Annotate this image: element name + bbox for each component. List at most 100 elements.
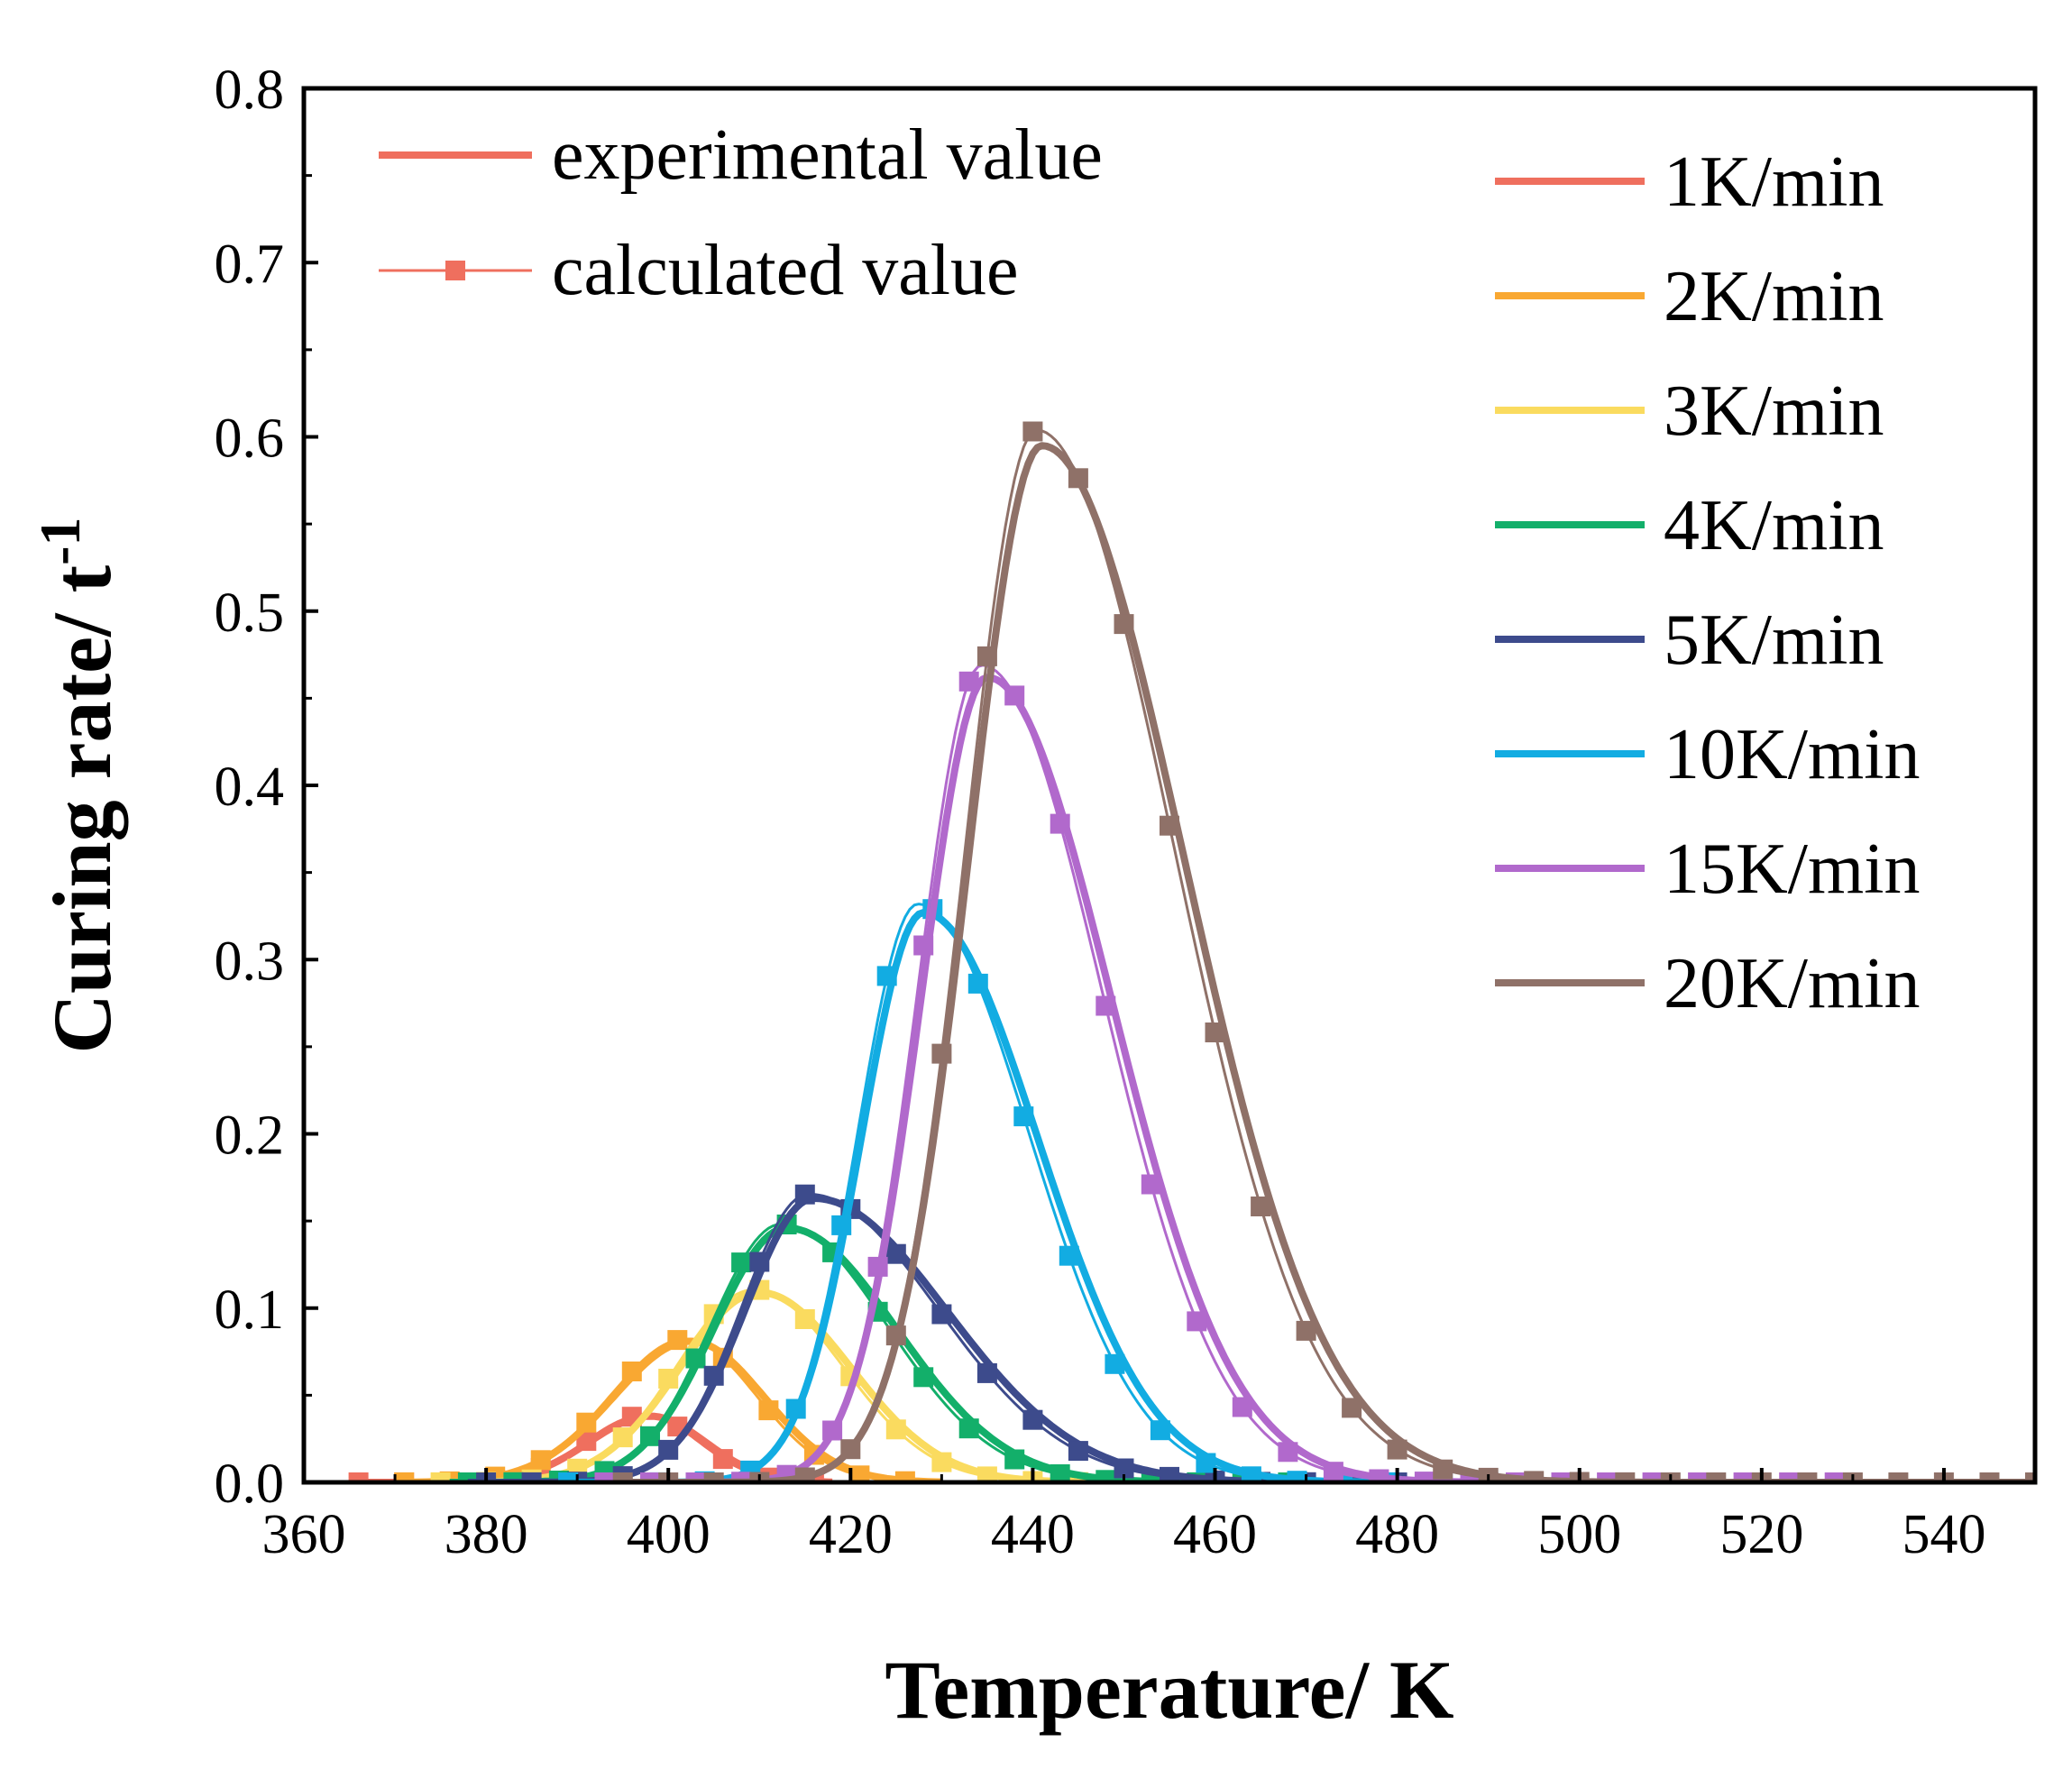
marker-3K/min — [430, 1472, 451, 1482]
marker-5K/min — [931, 1304, 952, 1325]
x-tick-label: 420 — [809, 1504, 893, 1565]
marker-15K/min — [1141, 1174, 1161, 1195]
calculated-line-10K/min — [558, 903, 1635, 1482]
x-tick-label: 460 — [1173, 1504, 1257, 1565]
legend-label-5K/min: 5K/min — [1664, 601, 1884, 680]
marker-15K/min — [640, 1472, 660, 1482]
marker-4K/min — [913, 1367, 934, 1388]
marker-4K/min — [1096, 1470, 1116, 1482]
marker-10K/min — [967, 973, 988, 994]
marker-2K/min — [576, 1412, 597, 1433]
marker-15K/min — [1460, 1472, 1481, 1482]
marker-1K/min — [712, 1449, 733, 1470]
marker-20K/min — [1979, 1472, 2000, 1482]
marker-20K/min — [1296, 1320, 1316, 1341]
marker-15K/min — [1323, 1462, 1343, 1482]
marker-10K/min — [785, 1398, 806, 1419]
marker-10K/min — [1287, 1471, 1307, 1482]
marker-5K/min — [885, 1243, 906, 1264]
marker-15K/min — [1688, 1472, 1709, 1482]
marker-20K/min — [1251, 1197, 1271, 1216]
marker-15K/min — [867, 1256, 888, 1277]
legend-label-10K/min: 10K/min — [1664, 715, 1920, 794]
marker-20K/min — [1615, 1472, 1636, 1482]
marker-4K/min — [685, 1348, 706, 1369]
marker-2K/min — [621, 1362, 642, 1381]
x-tick-label: 440 — [991, 1504, 1075, 1565]
marker-2K/min — [849, 1465, 870, 1482]
y-axis-title: Curing rate/ t-1 — [28, 518, 128, 1054]
marker-20K/min — [885, 1325, 906, 1346]
marker-15K/min — [1050, 813, 1070, 834]
y-tick-label: 0.3 — [215, 931, 285, 992]
marker-2K/min — [667, 1330, 688, 1351]
y-tick-label: 0.1 — [215, 1279, 285, 1341]
marker-20K/min — [931, 1043, 952, 1064]
marker-10K/min — [1241, 1466, 1261, 1482]
marker-3K/min — [885, 1419, 906, 1440]
legend-label-20K/min: 20K/min — [1664, 944, 1920, 1023]
marker-15K/min — [1278, 1442, 1298, 1463]
y-tick-label: 0.4 — [215, 757, 285, 818]
marker-20K/min — [976, 646, 997, 666]
marker-4K/min — [1050, 1464, 1070, 1482]
marker-5K/min — [1114, 1458, 1134, 1479]
marker-4K/min — [503, 1472, 524, 1482]
marker-15K/min — [594, 1472, 615, 1482]
marker-4K/min — [457, 1472, 478, 1482]
marker-2K/min — [758, 1400, 779, 1421]
marker-15K/min — [913, 935, 934, 956]
marker-15K/min — [1597, 1472, 1618, 1482]
marker-20K/min — [1205, 1022, 1225, 1042]
marker-20K/min — [703, 1472, 724, 1482]
marker-3K/min — [976, 1466, 997, 1482]
marker-1K/min — [576, 1431, 597, 1452]
marker-20K/min — [1068, 468, 1088, 489]
marker-4K/min — [958, 1418, 979, 1439]
marker-15K/min — [1187, 1311, 1207, 1332]
marker-20K/min — [1022, 421, 1043, 442]
tick-layer: 360 380 400 420 440 460 480 500 520 540 0.0 0.1 0.2 0… — [215, 60, 1986, 1565]
marker-4K/min — [731, 1252, 752, 1273]
marker-4K/min — [640, 1426, 660, 1446]
marker-3K/min — [794, 1309, 815, 1329]
marker-15K/min — [731, 1472, 752, 1482]
marker-15K/min — [1551, 1472, 1572, 1482]
marker-10K/min — [1059, 1245, 1079, 1266]
y-tick-label: 0.8 — [215, 60, 285, 121]
style-legend: experimental value calculated value — [379, 115, 1103, 310]
marker-10K/min — [876, 966, 897, 986]
marker-2K/min — [894, 1471, 915, 1482]
marker-5K/min — [658, 1439, 679, 1460]
marker-10K/min — [1196, 1453, 1216, 1473]
marker-15K/min — [1096, 995, 1116, 1016]
x-tick-label: 380 — [445, 1504, 528, 1565]
marker-10K/min — [558, 1472, 579, 1482]
x-tick-label: 400 — [627, 1504, 711, 1565]
y-axis-title-superscript: -1 — [28, 518, 92, 565]
marker-15K/min — [958, 671, 979, 692]
marker-15K/min — [1779, 1472, 1800, 1482]
marker-2K/min — [394, 1472, 415, 1482]
y-tick-label: 0.5 — [215, 582, 285, 644]
series-20K/min — [612, 421, 2035, 1482]
marker-10K/min — [1013, 1106, 1034, 1127]
marker-5K/min — [1022, 1409, 1043, 1430]
marker-5K/min — [1068, 1441, 1088, 1462]
marker-20K/min — [1524, 1471, 1545, 1482]
marker-10K/min — [831, 1215, 852, 1235]
marker-15K/min — [1232, 1397, 1252, 1417]
marker-5K/min — [1160, 1466, 1179, 1482]
marker-5K/min — [703, 1365, 724, 1386]
x-tick-label: 540 — [1902, 1504, 1985, 1565]
x-tick-label: 520 — [1719, 1504, 1803, 1565]
marker-20K/min — [840, 1439, 861, 1460]
marker-3K/min — [658, 1369, 679, 1389]
series-10K/min — [558, 899, 1635, 1482]
marker-15K/min — [685, 1472, 706, 1482]
y-tick-label: 0.0 — [215, 1453, 285, 1515]
x-tick-label: 500 — [1537, 1504, 1621, 1565]
marker-20K/min — [1888, 1472, 1909, 1482]
marker-20K/min — [1387, 1439, 1407, 1460]
style-legend-label: calculated value — [552, 231, 1018, 310]
